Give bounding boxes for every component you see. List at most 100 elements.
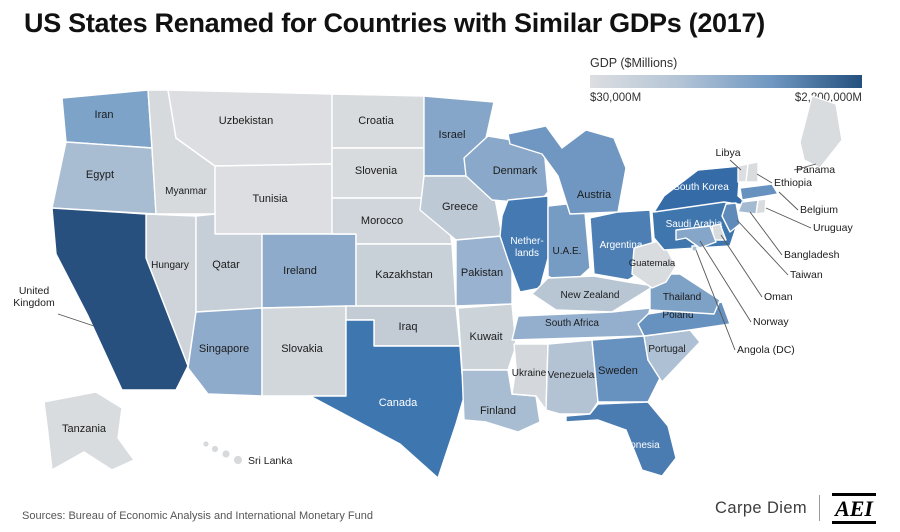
country-label-IA: Greece (442, 201, 478, 213)
leader-line-MA (778, 191, 799, 211)
leader-line-RI (765, 207, 812, 229)
country-label-WV: Guatemala (629, 258, 676, 269)
state-shape-DC (691, 245, 698, 252)
country-label-MT: Uzbekistan (219, 115, 273, 127)
state-shape-NJ (721, 202, 741, 233)
state-CT: Bangladesh (737, 199, 840, 261)
state-AR: Kuwait (457, 303, 517, 371)
country-label-NJ: Taiwan (790, 269, 823, 281)
leader-line-NJ (736, 219, 789, 276)
state-shape-MI (507, 125, 627, 215)
state-KY: New Zealand (531, 275, 655, 313)
sources-text: Sources: Bureau of Economic Analysis and… (22, 510, 373, 522)
state-AK: Tanzania (43, 391, 135, 471)
country-label-VA: Thailand (663, 292, 701, 303)
state-CA: United Kingdom (13, 207, 189, 391)
state-shape-AZ (187, 307, 263, 397)
state-shape-WI (463, 135, 549, 205)
state-SD: Slovenia (331, 147, 427, 199)
leader-line-ME (793, 163, 817, 171)
country-label-LA: Finland (480, 405, 516, 417)
state-shape-CT (737, 199, 759, 215)
state-shape-MA (739, 183, 779, 201)
country-label-SC: Portugal (648, 344, 685, 355)
country-label-KS: Kazakhstan (375, 269, 432, 281)
state-MD: Norway (675, 225, 789, 328)
state-AL: Venezuela (545, 339, 599, 415)
state-LA: Finland (461, 369, 541, 433)
state-shape-FL (565, 401, 677, 477)
country-label-WY: Tunisia (252, 193, 288, 205)
country-label-TX: Canada (379, 397, 418, 409)
leader-line-NH (756, 173, 773, 184)
state-RI: Uruguay (755, 198, 853, 234)
country-label-NY: South Korea (673, 182, 729, 193)
state-WI: Denmark (463, 135, 549, 205)
state-MA: Belgium (739, 183, 838, 216)
state-shape-KY (531, 275, 655, 313)
country-label-NV: Hungary (151, 260, 189, 271)
country-label-FL: Indonesia (616, 440, 660, 451)
country-label-IN: U.A.E. (553, 246, 582, 257)
state-OR: Egypt (51, 141, 157, 215)
country-label-UT: Qatar (212, 259, 240, 271)
state-WA: Iran (61, 89, 153, 149)
state-DC: Angola (DC) (691, 245, 795, 356)
country-label-OR: Egypt (86, 169, 114, 181)
state-NY: South Korea (653, 165, 751, 213)
country-label-ME: Panama (796, 164, 835, 176)
country-label-CA: United Kingdom (13, 285, 55, 309)
state-MO: Pakistan (455, 235, 513, 307)
state-IA: Greece (419, 175, 503, 241)
country-label-AR: Kuwait (469, 331, 502, 343)
state-ND: Croatia (331, 93, 425, 149)
state-shape-NY (653, 165, 751, 213)
country-label-OH: Argentina (600, 240, 643, 251)
leader-line-CT (749, 211, 783, 256)
country-label-MO: Pakistan (461, 267, 503, 279)
state-shape-AR (457, 303, 517, 371)
country-label-PA: Saudi Arabia (666, 219, 723, 230)
country-label-WA: Iran (95, 109, 114, 121)
country-label-ID: Myanmar (165, 186, 207, 197)
state-shape-ME (799, 95, 843, 169)
carpe-diem-logo: Carpe Diem (715, 498, 808, 517)
country-label-ND: Croatia (358, 115, 394, 127)
country-label-MA: Belgium (800, 204, 838, 216)
state-TN: South Africa (511, 307, 651, 341)
state-FL: Indonesia (565, 401, 677, 477)
state-CO: Ireland (261, 233, 357, 309)
leader-line-CA (57, 313, 95, 327)
legend-gradient-bar (590, 75, 862, 88)
state-IN: U.A.E. (547, 201, 591, 289)
country-label-AK: Tanzania (62, 423, 107, 435)
country-label-NE: Morocco (361, 215, 403, 227)
state-shape-CA (51, 207, 189, 391)
island-HI (221, 449, 231, 459)
leader-line-MD (699, 240, 752, 323)
country-label-WI: Denmark (493, 165, 538, 177)
state-WY: Tunisia (214, 163, 333, 235)
state-NJ: Taiwan (721, 202, 823, 281)
country-label-OK: Iraq (399, 321, 418, 333)
state-HI: Sri Lanka (202, 440, 293, 467)
aei-logo: AEI (832, 492, 876, 524)
leader-line-VT (729, 159, 742, 171)
country-label-GA: Sweden (598, 365, 638, 377)
state-MT: Uzbekistan (167, 89, 333, 167)
us-map: Iran Egypt Myanmar Uzbekistan Tunisia Hungary… (13, 89, 853, 479)
island-HI (202, 440, 210, 448)
state-DE: Oman (711, 223, 793, 303)
footer: Carpe Diem AEI (715, 492, 876, 524)
page-title: US States Renamed for Countries with Sim… (24, 8, 765, 38)
country-label-KY: New Zealand (561, 290, 620, 301)
country-label-DC: Angola (DC) (737, 344, 795, 356)
state-shape-IN (547, 201, 591, 289)
leader-line-DC (695, 249, 736, 351)
state-shape-MD (675, 225, 717, 249)
state-KS: Kazakhstan (355, 243, 457, 307)
country-label-DE: Oman (764, 291, 793, 303)
country-label-NC: Poland (662, 310, 693, 321)
country-label-AZ: Singapore (199, 343, 249, 355)
country-label-NM: Slovakia (281, 343, 323, 355)
